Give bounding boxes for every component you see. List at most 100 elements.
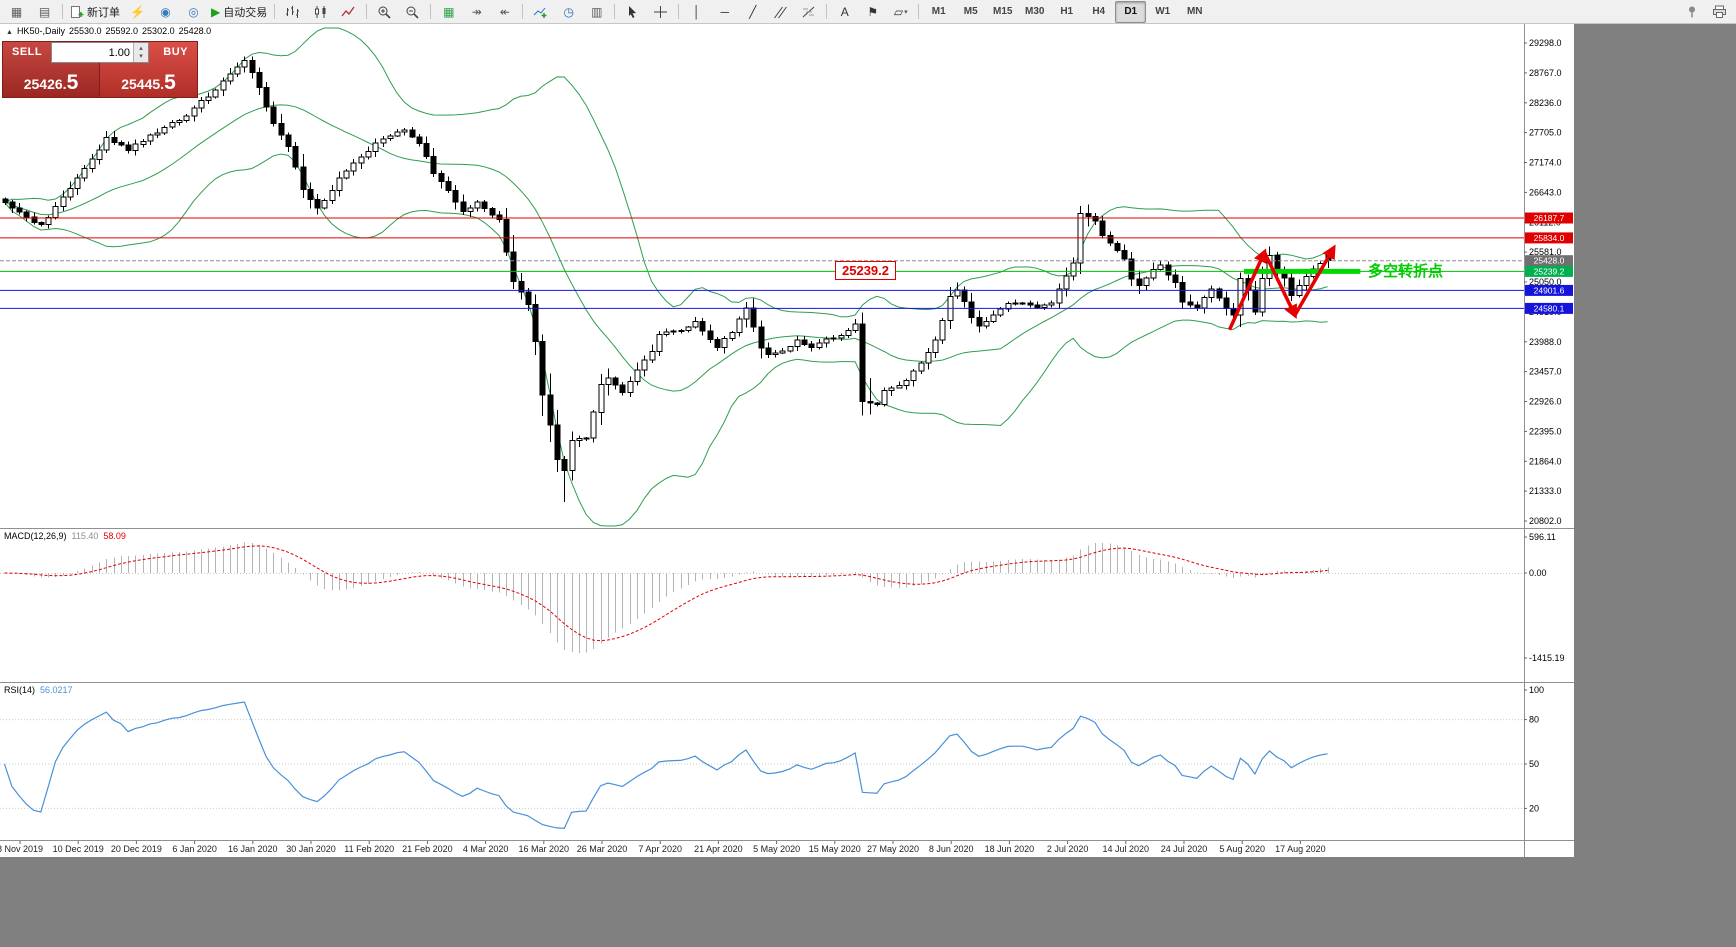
- periods-icon: ◷: [563, 4, 574, 19]
- indicators-button[interactable]: [527, 1, 554, 23]
- timeframe-m15-button[interactable]: M15: [993, 6, 1013, 17]
- vertical-line-button[interactable]: │: [683, 1, 710, 23]
- new-order-button[interactable]: 新订单: [67, 1, 123, 23]
- buy-label: BUY: [163, 46, 188, 58]
- cursor-button[interactable]: [619, 1, 646, 23]
- auto-scroll-button[interactable]: ↠: [463, 1, 490, 23]
- svg-text:27705.0: 27705.0: [1529, 128, 1562, 138]
- one-click-collapse-icon[interactable]: ▲: [6, 29, 13, 36]
- bar-chart-icon: [285, 5, 300, 19]
- svg-text:26643.0: 26643.0: [1529, 187, 1562, 197]
- pin-icon: [1685, 5, 1699, 19]
- macd-indicator-label: MACD(12,26,9) 115.40 58.09: [4, 531, 126, 541]
- time-axis[interactable]: [0, 841, 1524, 857]
- channel-icon: [773, 5, 788, 19]
- horizontal-line-button[interactable]: ─: [711, 1, 738, 23]
- svg-text:22926.0: 22926.0: [1529, 397, 1562, 407]
- timeframe-m1-button[interactable]: M1: [931, 6, 946, 17]
- chart-symbol-period: HK50-,Daily: [16, 26, 65, 36]
- metaeditor-button[interactable]: ⚡: [124, 1, 151, 23]
- chart-shift-icon: ↞: [499, 4, 510, 19]
- new-order-label: 新订单: [87, 6, 120, 19]
- svg-text:22395.0: 22395.0: [1529, 426, 1562, 436]
- volume-input[interactable]: [52, 43, 133, 62]
- channel-button[interactable]: [767, 1, 794, 23]
- periods-button[interactable]: ◷: [555, 1, 582, 23]
- fibonacci-button[interactable]: [795, 1, 822, 23]
- svg-text:20 Dec 2019: 20 Dec 2019: [111, 844, 162, 854]
- rsi-indicator-label: RSI(14) 56.0217: [4, 685, 73, 695]
- bar-chart-button[interactable]: [279, 1, 306, 23]
- line-chart-button[interactable]: [335, 1, 362, 23]
- bollinger-bands: [4, 27, 1328, 527]
- price-tag: [1525, 212, 1573, 224]
- svg-text:5 May 2020: 5 May 2020: [753, 844, 800, 854]
- svg-text:24901.6: 24901.6: [1534, 285, 1565, 295]
- chart-canvas[interactable]: 29298.0 28767.0 28236.0 27705.0 27174.0 26643…: [0, 24, 1574, 857]
- price-level-label[interactable]: 25239.2: [835, 261, 896, 280]
- svg-text:10 Dec 2019: 10 Dec 2019: [53, 844, 104, 854]
- timeframe-w1-button[interactable]: W1: [1155, 6, 1171, 17]
- community-icon: ◎: [188, 4, 199, 19]
- svg-text:14 Jul 2020: 14 Jul 2020: [1103, 844, 1150, 854]
- macd-histogram: [12, 542, 1329, 653]
- panel-splitter-macd[interactable]: [0, 525, 1574, 530]
- text-label-button[interactable]: ⚑: [859, 1, 886, 23]
- price-axis-labels: 29298.0 28767.0 28236.0 27705.0 27174.0 26643…: [1524, 38, 1565, 813]
- shapes-button[interactable]: ▱ ▾: [887, 1, 914, 23]
- timeframe-m5-button[interactable]: M5: [963, 6, 978, 17]
- timeframe-h4-button[interactable]: H4: [1092, 6, 1106, 17]
- print-button[interactable]: [1706, 1, 1733, 23]
- buy-price: 25445.5: [121, 71, 176, 94]
- timeframe-m30-button[interactable]: M30: [1025, 6, 1045, 17]
- svg-text:28767.0: 28767.0: [1529, 68, 1562, 78]
- svg-text:25239.2: 25239.2: [1534, 266, 1565, 276]
- trendline-button[interactable]: ╱: [739, 1, 766, 23]
- templates-button[interactable]: ▥: [583, 1, 610, 23]
- macd-name: MACD(12,26,9): [4, 531, 67, 541]
- ohlc-close: 25428.0: [178, 26, 212, 36]
- volume-down-button[interactable]: ▾: [139, 53, 143, 60]
- cursor-icon: [625, 5, 640, 19]
- svg-text:16 Mar 2020: 16 Mar 2020: [519, 844, 570, 854]
- tile-windows-button[interactable]: ▦: [435, 1, 462, 23]
- volume-up-button[interactable]: ▴: [139, 45, 143, 52]
- price-axis[interactable]: [1524, 24, 1574, 840]
- new-chart-button[interactable]: ▦: [3, 1, 30, 23]
- timeframe-h1-button[interactable]: H1: [1060, 6, 1074, 17]
- toolbar-separator: [366, 4, 368, 19]
- svg-text:27 May 2020: 27 May 2020: [867, 844, 919, 854]
- zoom-in-button[interactable]: [371, 1, 398, 23]
- svg-text:8 Nov 2019: 8 Nov 2019: [0, 844, 43, 854]
- timeframe-d1-button[interactable]: D1: [1115, 0, 1147, 23]
- text-button[interactable]: A: [831, 1, 858, 23]
- macd-signal-line: [4, 545, 1328, 642]
- rsi-line: [3, 701, 1328, 830]
- svg-text:8 Jun 2020: 8 Jun 2020: [929, 844, 974, 854]
- svg-text:25581.0: 25581.0: [1529, 247, 1562, 257]
- zoom-out-button[interactable]: [399, 1, 426, 23]
- svg-text:18 Jun 2020: 18 Jun 2020: [985, 844, 1035, 854]
- toolbar-separator: [62, 4, 63, 19]
- price-tag: [1525, 232, 1573, 244]
- indicators-icon: [533, 5, 548, 19]
- rsi-name: RSI(14): [4, 685, 36, 695]
- chart-shift-button[interactable]: ↞: [491, 1, 518, 23]
- candle-chart-button[interactable]: [307, 1, 334, 23]
- svg-text:6 Jan 2020: 6 Jan 2020: [172, 844, 217, 854]
- community-button[interactable]: ◎: [180, 1, 207, 23]
- toolbar-right-group: [1678, 1, 1733, 23]
- autotrading-button[interactable]: ▶ 自动交易: [208, 1, 270, 23]
- crosshair-button[interactable]: [647, 1, 674, 23]
- profiles-button[interactable]: ▤: [31, 1, 58, 23]
- pin-button[interactable]: [1678, 1, 1705, 23]
- svg-text:100: 100: [1529, 685, 1544, 695]
- svg-text:29298.0: 29298.0: [1529, 38, 1562, 48]
- timeframe-mn-button[interactable]: MN: [1186, 6, 1203, 17]
- panel-splitter-rsi[interactable]: [0, 679, 1574, 684]
- price-tag: [1525, 302, 1573, 314]
- market-button[interactable]: ◉: [152, 1, 179, 23]
- svg-text:21333.0: 21333.0: [1529, 486, 1562, 496]
- chart-window: 29298.0 28767.0 28236.0 27705.0 27174.0 26643…: [0, 24, 1574, 857]
- sell-price: 25426.5: [23, 71, 79, 94]
